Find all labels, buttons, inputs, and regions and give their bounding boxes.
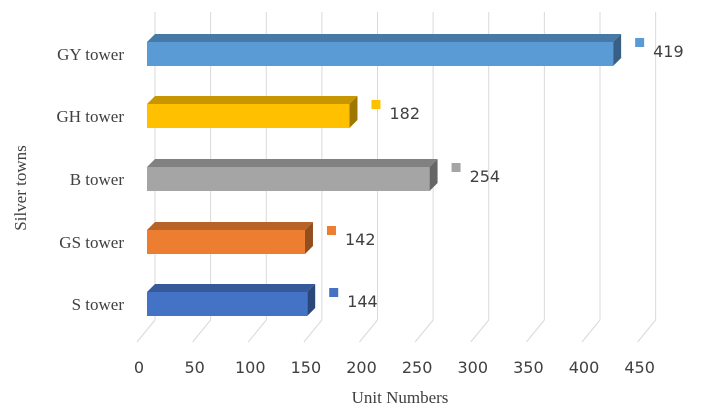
bar-top-face [147,284,316,292]
bar [147,96,358,128]
data-label: 254 [470,167,501,186]
bar-top-face [147,222,313,230]
x-tick-label: 350 [513,358,544,377]
data-labels: 144 142 254 182 419 [326,38,684,311]
bar-front-face [147,292,308,316]
bar-top-face [147,159,438,167]
data-label-marker [635,38,645,47]
gridline-floor [581,319,601,343]
category-label: GS tower [59,233,124,252]
data-label: 144 [347,292,378,311]
bar-top-face [147,96,358,104]
data-label: 182 [389,104,420,123]
bar [147,284,316,316]
x-tick-label: 200 [346,358,377,377]
gridline-floor [470,319,490,343]
category-label: S tower [72,295,125,314]
data-label: 142 [345,230,376,249]
category-label: B tower [70,170,125,189]
data-label-marker [451,163,461,172]
x-axis-title: Unit Numbers [352,388,449,407]
gridline-floor [192,319,212,343]
bar [147,222,313,254]
x-tick-label: 150 [291,358,322,377]
gridline-floor [525,319,545,343]
bar-front-face [147,167,430,191]
bar-front-face [147,42,614,66]
x-tick-label: 400 [569,358,600,377]
bar-side-face [307,284,316,316]
category-label: GY tower [57,45,124,64]
gridline-floor [359,319,378,343]
x-tick-labels: 0 50 100 150 200 250 300 350 400 450 [134,358,655,377]
bar-side-face [613,34,622,66]
bar-side-face [429,159,438,191]
category-label: GH tower [56,107,124,126]
bars [147,34,622,316]
bar [147,34,622,66]
x-tick-label: 250 [402,358,433,377]
y-axis-title: Silver towns [11,145,30,230]
x-tick-label: 450 [624,358,655,377]
gridline-floor [637,319,657,343]
x-tick-label: 300 [457,358,488,377]
gridline-floor [303,319,323,343]
x-tick-label: 0 [134,358,144,377]
gridline-floor [247,319,267,343]
x-tick-label: 50 [184,358,204,377]
data-label: 419 [653,42,684,61]
gridline-floor [414,319,434,343]
gridline-floor [136,319,156,343]
bar-side-face [304,222,313,254]
bar [147,159,438,191]
data-label-marker [329,288,339,297]
bar-side-face [349,96,358,128]
bar-top-face [147,34,622,42]
bar-front-face [147,104,350,128]
y-category-labels: S tower GS tower B tower GH tower GY tower [56,45,124,314]
x-tick-label: 100 [235,358,266,377]
data-label-marker [326,226,336,235]
bar-front-face [147,230,305,254]
data-label-marker [371,100,381,109]
